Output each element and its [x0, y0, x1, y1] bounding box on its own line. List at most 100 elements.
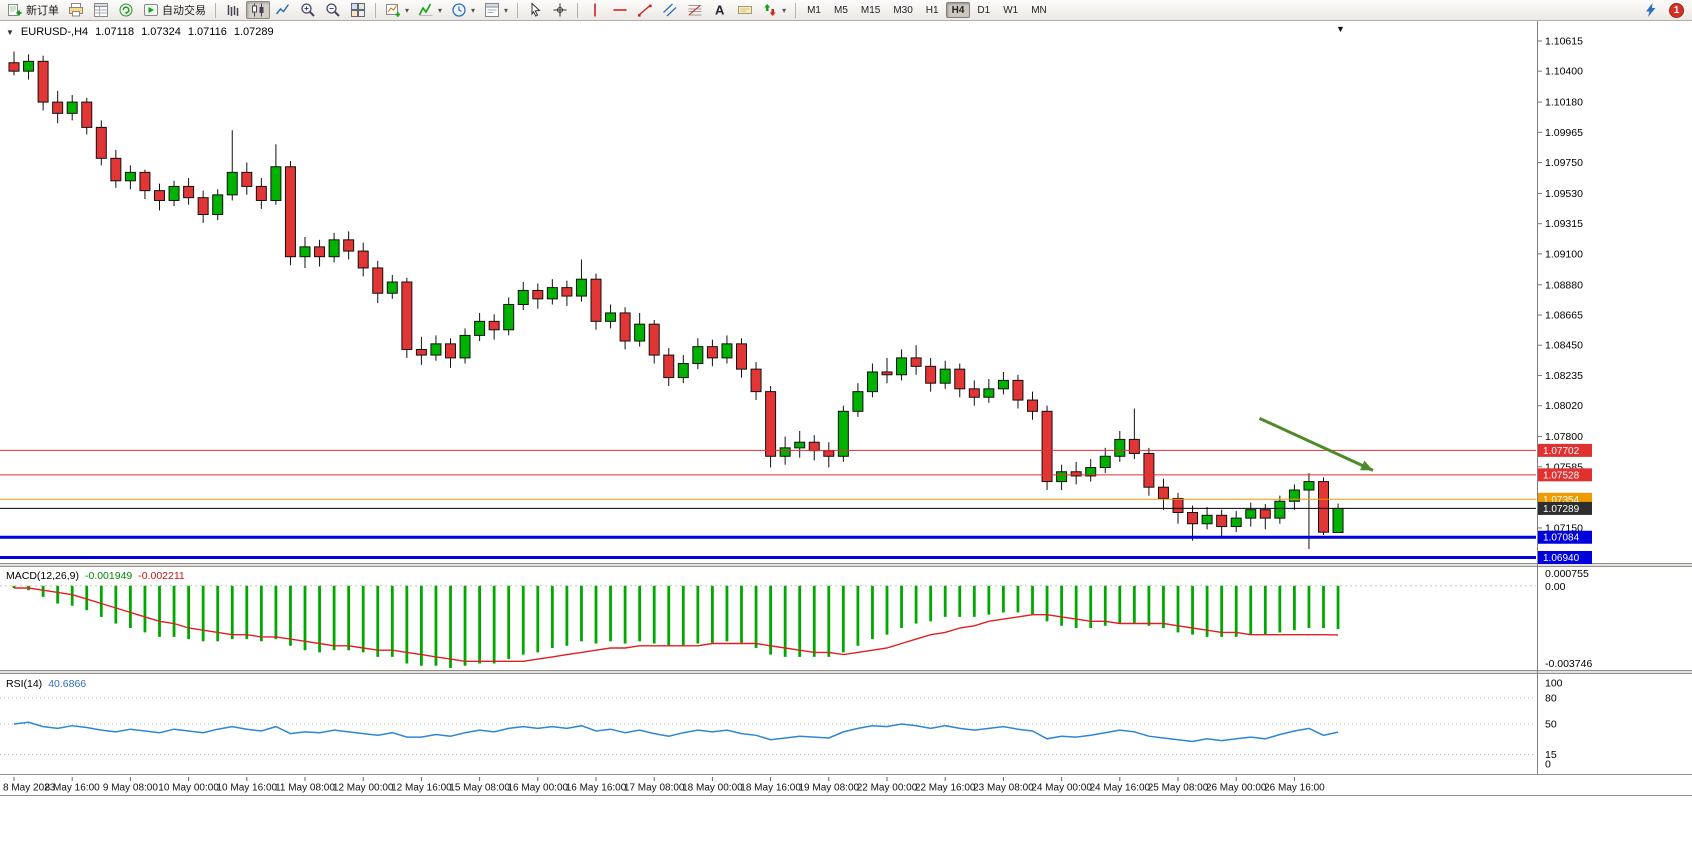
candle [532, 289, 544, 300]
candle [241, 171, 253, 187]
chevron-down-icon[interactable]: ▼ [6, 27, 14, 37]
candle [1201, 514, 1213, 525]
tile-windows-button[interactable] [346, 1, 370, 19]
candle [255, 185, 267, 201]
tf-h4[interactable]: H4 [945, 2, 971, 18]
candle [925, 365, 937, 384]
price-chart-canvas[interactable]: 1.10615 1.10400 1.10180 1.09965 1.09750 1.095… [0, 21, 1692, 796]
svg-text:1.10615: 1.10615 [1545, 35, 1583, 47]
svg-text:1.08880: 1.08880 [1545, 279, 1583, 291]
data-window-button[interactable] [89, 1, 113, 19]
text-button[interactable]: A [708, 1, 732, 19]
symbol-period-label: EURUSD-,H4 [20, 26, 89, 38]
candle [1012, 379, 1024, 401]
bar-chart-button[interactable] [221, 1, 245, 19]
svg-text:8 May 16:00: 8 May 16:00 [45, 783, 100, 794]
new-chart-button[interactable]: ▾ [381, 1, 413, 19]
auto-trading-button[interactable]: 自动交易 [139, 1, 210, 19]
fibonacci-button[interactable] [683, 1, 707, 19]
line-chart-button[interactable] [271, 1, 295, 19]
svg-text:24 May 00:00: 24 May 00:00 [1031, 783, 1092, 794]
print-button[interactable] [64, 1, 88, 19]
svg-text:1.07528: 1.07528 [1543, 470, 1580, 481]
rsi-label: RSI(14) 40.6866 [6, 678, 86, 690]
price-axis: 1.10615 1.10400 1.10180 1.09965 1.09750 1.095… [1538, 35, 1583, 565]
zoom-in-button[interactable] [296, 1, 320, 19]
vertical-line-button[interactable] [583, 1, 607, 19]
candlestick-chart-button[interactable] [246, 1, 270, 19]
channel-button[interactable] [658, 1, 682, 19]
toolbar: 新订单 自动交易 ▾ ▾ ▾ ▾ A ▾ M1 M5 M15 M30 H1 H4 D1 W1 MN 1 [0, 0, 1692, 21]
rsi-value: 40.6866 [48, 678, 87, 690]
community-button[interactable] [1639, 1, 1663, 19]
candle [619, 312, 631, 342]
svg-text:1.07084: 1.07084 [1543, 533, 1580, 544]
candle [1099, 455, 1111, 469]
candle [866, 371, 878, 393]
tf-h1[interactable]: H1 [925, 4, 939, 16]
svg-text:12 May 00:00: 12 May 00:00 [333, 783, 394, 794]
candle [1245, 509, 1257, 519]
ohlc-high: 1.07324 [141, 26, 181, 38]
svg-text:16 May 16:00: 16 May 16:00 [566, 783, 627, 794]
candle [1085, 467, 1097, 477]
zoom-in-icon [301, 3, 315, 17]
candle [1259, 509, 1271, 519]
horizontal-line-button[interactable] [608, 1, 632, 19]
templates-button[interactable]: ▾ [480, 1, 512, 19]
svg-text:22 May 16:00: 22 May 16:00 [915, 783, 976, 794]
candle [910, 357, 922, 367]
new-order-button[interactable]: 新订单 [3, 1, 63, 19]
candle [110, 157, 122, 182]
candle [81, 101, 93, 128]
svg-text:50: 50 [1545, 719, 1557, 731]
toolbar-separator [517, 2, 519, 18]
chart-shift-marker[interactable]: ▼ [1336, 24, 1345, 34]
level-lines[interactable] [0, 449, 1536, 559]
crosshair-button[interactable] [548, 1, 572, 19]
tf-w1[interactable]: W1 [1003, 4, 1019, 16]
text-label-button[interactable] [733, 1, 757, 19]
svg-text:8 May 2023: 8 May 2023 [3, 783, 56, 794]
tile-icon [351, 3, 365, 17]
trend-arrow[interactable] [1258, 416, 1374, 472]
tf-m30[interactable]: M30 [893, 4, 913, 16]
vline-icon [594, 3, 596, 17]
rsi-panel [13, 721, 1339, 743]
rsi-axis: 100 80 50 150 [0, 677, 1563, 771]
svg-text:24 May 16:00: 24 May 16:00 [1089, 783, 1150, 794]
new-order-button-label: 新订单 [26, 5, 59, 17]
candle [968, 388, 980, 398]
svg-text:16 May 00:00: 16 May 00:00 [507, 783, 568, 794]
svg-text:1.08235: 1.08235 [1545, 370, 1583, 382]
tf-m5[interactable]: M5 [833, 4, 848, 16]
svg-text:1.09965: 1.09965 [1545, 127, 1583, 139]
candle [575, 278, 587, 297]
channel-icon [663, 3, 677, 17]
candle [546, 287, 558, 300]
panel-frame [0, 21, 1692, 796]
chart-window[interactable]: ▼ EURUSD-,H4 1.07118 1.07324 1.07116 1.0… [0, 21, 1692, 796]
indicators-button[interactable]: ▾ [414, 1, 446, 19]
arrows-button[interactable]: ▾ [758, 1, 790, 19]
trendline-button[interactable] [633, 1, 657, 19]
tf-m1[interactable]: M1 [807, 4, 821, 16]
candle [401, 281, 413, 350]
svg-text:9 May 08:00: 9 May 08:00 [103, 783, 158, 794]
refresh-button[interactable] [114, 1, 138, 19]
fibo-icon [688, 5, 702, 16]
candle [445, 343, 456, 359]
svg-text:1.09315: 1.09315 [1545, 218, 1583, 230]
tf-mn[interactable]: MN [1031, 4, 1047, 16]
periods-button[interactable]: ▾ [447, 1, 479, 19]
candle [706, 346, 718, 359]
svg-text:15: 15 [1545, 749, 1557, 761]
zoom-out-button[interactable] [321, 1, 345, 19]
notifications-badge[interactable]: 1 [1669, 2, 1684, 18]
cursor-button[interactable] [523, 1, 547, 19]
tf-m15[interactable]: M15 [860, 4, 881, 16]
svg-text:1.06940: 1.06940 [1543, 553, 1580, 564]
candle [823, 450, 835, 457]
tf-d1[interactable]: D1 [977, 4, 991, 16]
